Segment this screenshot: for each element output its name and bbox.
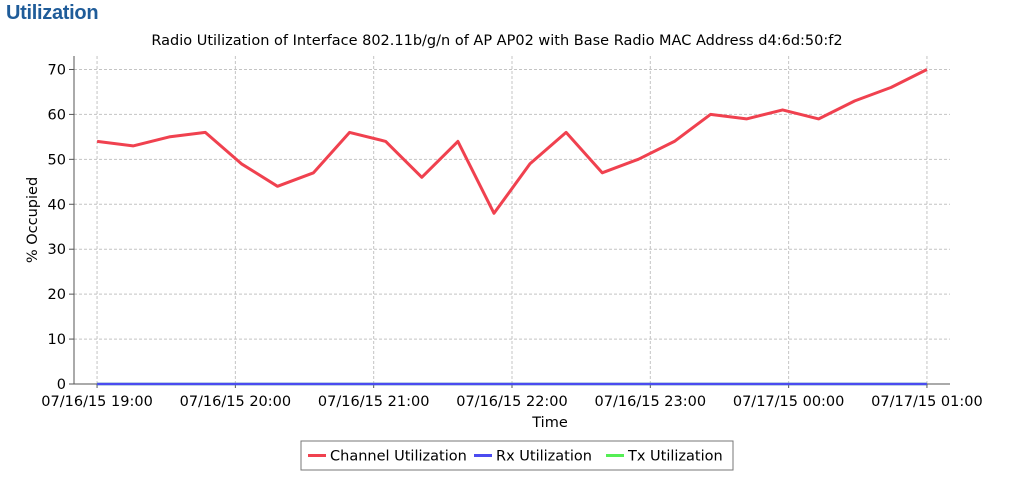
plot-area bbox=[74, 56, 950, 384]
y-tick-label: 10 bbox=[48, 332, 66, 348]
y-tick-label: 50 bbox=[48, 152, 66, 168]
legend-label: Tx Utilization bbox=[627, 449, 723, 465]
y-tick-label: 0 bbox=[57, 377, 66, 393]
x-tick-label: 07/17/15 00:00 bbox=[733, 394, 845, 410]
y-tick-label: 60 bbox=[48, 107, 66, 123]
page-heading: Utilization bbox=[6, 2, 99, 24]
series-layer bbox=[96, 68, 928, 386]
series-line-channel-utilization bbox=[96, 68, 928, 215]
legend-label: Rx Utilization bbox=[496, 449, 592, 465]
y-tick-label: 30 bbox=[48, 242, 66, 258]
x-axis-label: Time bbox=[531, 415, 568, 431]
x-tick-label: 07/17/15 01:00 bbox=[871, 394, 983, 410]
chart-title: Radio Utilization of Interface 802.11b/g… bbox=[151, 33, 842, 49]
y-tick-label: 70 bbox=[48, 62, 66, 78]
y-tick-label: 40 bbox=[48, 197, 66, 213]
legend: Channel Utilization Rx Utilization Tx Util… bbox=[300, 440, 734, 471]
x-tick-label: 07/16/15 21:00 bbox=[318, 394, 430, 410]
y-tick-label: 20 bbox=[48, 287, 66, 303]
x-tick-label: 07/16/15 20:00 bbox=[180, 394, 292, 410]
x-tick-label: 07/16/15 23:00 bbox=[595, 394, 707, 410]
x-tick-label: 07/16/15 22:00 bbox=[456, 394, 568, 410]
legend-label: Channel Utilization bbox=[330, 449, 467, 465]
y-axis-label: % Occupied bbox=[25, 177, 41, 263]
x-tick-label: 07/16/15 19:00 bbox=[41, 394, 153, 410]
legend-box bbox=[300, 440, 734, 471]
